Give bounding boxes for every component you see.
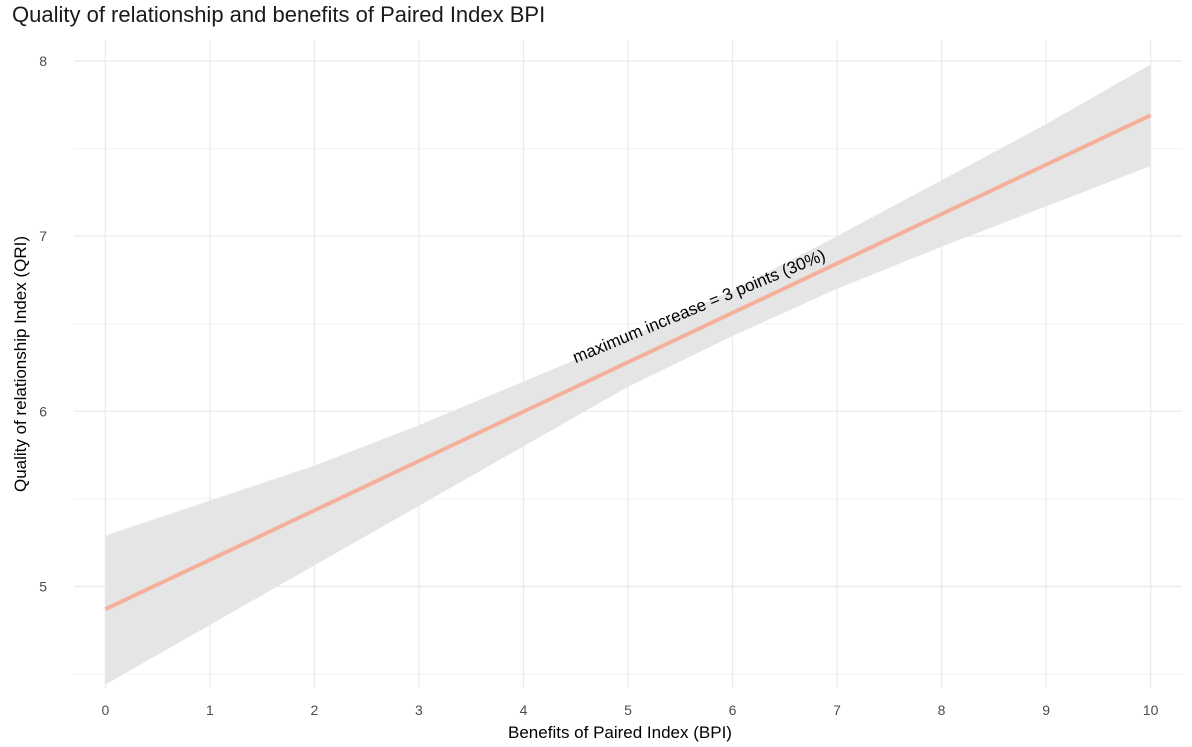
x-tick-label: 10 [1143, 702, 1159, 718]
x-tick-label: 8 [938, 702, 946, 718]
x-tick-label: 5 [624, 702, 632, 718]
y-tick-label: 8 [39, 53, 47, 69]
x-tick-label: 3 [415, 702, 423, 718]
chart-title: Quality of relationship and benefits of … [12, 2, 546, 27]
y-axis-title: Quality of relationship Index (QRI) [11, 236, 30, 492]
y-tick-labels: 5 6 7 8 [39, 53, 47, 594]
y-tick-label: 7 [39, 228, 47, 244]
confidence-band [105, 64, 1151, 685]
x-tick-labels: 0 1 2 3 4 5 6 7 8 9 10 [101, 702, 1158, 718]
x-tick-label: 4 [520, 702, 528, 718]
y-tick-label: 5 [39, 578, 47, 594]
x-tick-label: 6 [729, 702, 737, 718]
x-tick-label: 2 [311, 702, 319, 718]
x-tick-label: 7 [833, 702, 841, 718]
x-axis-title: Benefits of Paired Index (BPI) [508, 723, 732, 742]
x-tick-label: 9 [1042, 702, 1050, 718]
x-tick-label: 1 [206, 702, 214, 718]
y-tick-label: 6 [39, 403, 47, 419]
fit-line [104, 113, 1152, 611]
x-tick-label: 0 [101, 702, 109, 718]
